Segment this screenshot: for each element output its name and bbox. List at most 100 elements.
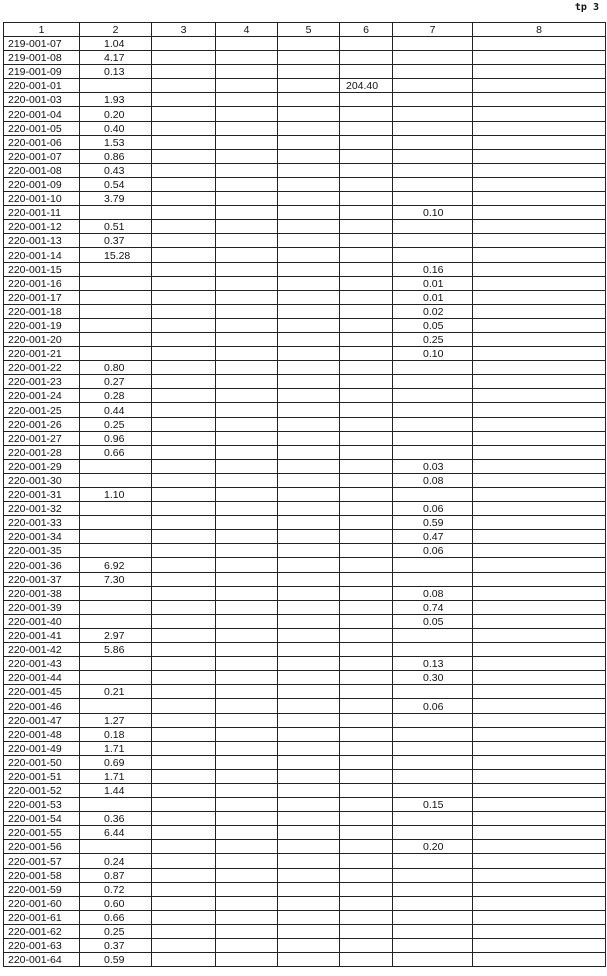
- value-cell-col-7: [392, 642, 473, 658]
- value-cell-col-8: [472, 740, 606, 756]
- value-cell-col-2: 0.25: [79, 923, 152, 940]
- value-cell-col-3: [151, 952, 216, 968]
- column-header: 4: [215, 22, 278, 37]
- row-id-cell: 220-001-41: [3, 627, 80, 644]
- table-row: 220-001-51 1.71: [3, 768, 606, 784]
- value-cell-col-4: [215, 219, 278, 235]
- value-cell-col-5: [277, 430, 340, 446]
- value-cell-col-7: [392, 416, 473, 432]
- value-cell-col-2: 2.97: [79, 627, 152, 644]
- value-cell-col-3: [151, 501, 216, 517]
- value-cell-col-6: [339, 698, 393, 714]
- value-cell-col-8: [472, 867, 606, 883]
- value-cell-col-6: [339, 219, 393, 235]
- row-id-cell: 220-001-47: [3, 712, 80, 728]
- table-row: 220-001-10 3.79: [3, 191, 606, 207]
- value-cell-col-3: [151, 642, 216, 658]
- row-id-cell: 220-001-29: [3, 458, 80, 474]
- value-cell-col-6: [339, 388, 393, 404]
- value-cell-col-4: [215, 430, 278, 446]
- value-cell-col-3: [151, 50, 216, 66]
- value-cell-col-4: [215, 642, 278, 658]
- value-cell-col-2: [79, 205, 152, 221]
- value-cell-col-4: [215, 317, 278, 333]
- value-cell-col-7: [392, 120, 473, 136]
- value-cell-col-3: [151, 839, 216, 855]
- value-cell-col-7: [392, 909, 473, 925]
- value-cell-col-7: [392, 754, 473, 770]
- value-cell-col-2: [79, 275, 152, 291]
- row-id-cell: 220-001-39: [3, 599, 80, 615]
- value-cell-col-4: [215, 148, 278, 164]
- value-cell-col-3: [151, 825, 216, 841]
- value-cell-col-8: [472, 543, 606, 559]
- value-cell-col-3: [151, 557, 216, 573]
- value-cell-col-5: [277, 642, 340, 658]
- value-cell-col-7: 0.02: [392, 303, 473, 319]
- table-row: 220-001-40 0.05: [3, 613, 606, 629]
- value-cell-col-7: [392, 811, 473, 827]
- row-id-cell: 220-001-24: [3, 388, 80, 404]
- row-id-cell: 220-001-22: [3, 360, 80, 376]
- value-cell-col-5: [277, 331, 340, 348]
- value-cell-col-5: [277, 106, 340, 122]
- value-cell-col-6: [339, 486, 393, 503]
- value-cell-col-2: [79, 839, 152, 855]
- value-cell-col-6: 204.40: [339, 78, 393, 94]
- value-cell-col-3: [151, 797, 216, 813]
- value-cell-col-5: [277, 782, 340, 799]
- value-cell-col-5: [277, 937, 340, 954]
- value-cell-col-7: 0.30: [392, 670, 473, 686]
- table-row: 220-001-29 0.03: [3, 458, 606, 474]
- value-cell-col-8: [472, 642, 606, 658]
- value-cell-col-4: [215, 923, 278, 940]
- value-cell-col-7: 0.06: [392, 543, 473, 559]
- value-cell-col-5: [277, 472, 340, 489]
- value-cell-col-3: [151, 162, 216, 178]
- row-id-cell: 220-001-56: [3, 839, 80, 855]
- row-id-cell: 220-001-12: [3, 219, 80, 235]
- value-cell-col-7: [392, 627, 473, 644]
- value-cell-col-5: [277, 50, 340, 66]
- value-cell-col-5: [277, 501, 340, 517]
- value-cell-col-5: [277, 585, 340, 601]
- value-cell-col-6: [339, 571, 393, 587]
- value-cell-col-5: [277, 346, 340, 362]
- row-id-cell: 220-001-05: [3, 120, 80, 136]
- value-cell-col-2: 0.66: [79, 444, 152, 460]
- value-cell-col-5: [277, 627, 340, 644]
- value-cell-col-6: [339, 205, 393, 221]
- value-cell-col-6: [339, 261, 393, 277]
- row-id-cell: 220-001-14: [3, 247, 80, 263]
- value-cell-col-2: 0.28: [79, 388, 152, 404]
- row-id-cell: 220-001-44: [3, 670, 80, 686]
- value-cell-col-5: [277, 261, 340, 277]
- value-cell-col-5: [277, 867, 340, 883]
- value-cell-col-6: [339, 782, 393, 799]
- value-cell-col-7: [392, 726, 473, 742]
- value-cell-col-4: [215, 754, 278, 770]
- value-cell-col-7: [392, 430, 473, 446]
- value-cell-col-2: 0.37: [79, 937, 152, 954]
- value-cell-col-6: [339, 881, 393, 897]
- row-id-cell: 220-001-09: [3, 176, 80, 193]
- value-cell-col-6: [339, 346, 393, 362]
- value-cell-col-3: [151, 346, 216, 362]
- value-cell-col-4: [215, 726, 278, 742]
- value-cell-col-6: [339, 162, 393, 178]
- value-cell-col-3: [151, 331, 216, 348]
- value-cell-col-5: [277, 35, 340, 52]
- value-cell-col-3: [151, 937, 216, 954]
- value-cell-col-8: [472, 78, 606, 94]
- value-cell-col-2: [79, 656, 152, 672]
- value-cell-col-7: [392, 50, 473, 66]
- value-cell-col-3: [151, 472, 216, 489]
- value-cell-col-2: [79, 346, 152, 362]
- value-cell-col-3: [151, 712, 216, 728]
- value-cell-col-3: [151, 134, 216, 150]
- value-cell-col-4: [215, 585, 278, 601]
- row-id-cell: 220-001-31: [3, 486, 80, 503]
- row-id-cell: 220-001-36: [3, 557, 80, 573]
- value-cell-col-6: [339, 670, 393, 686]
- value-cell-col-5: [277, 402, 340, 418]
